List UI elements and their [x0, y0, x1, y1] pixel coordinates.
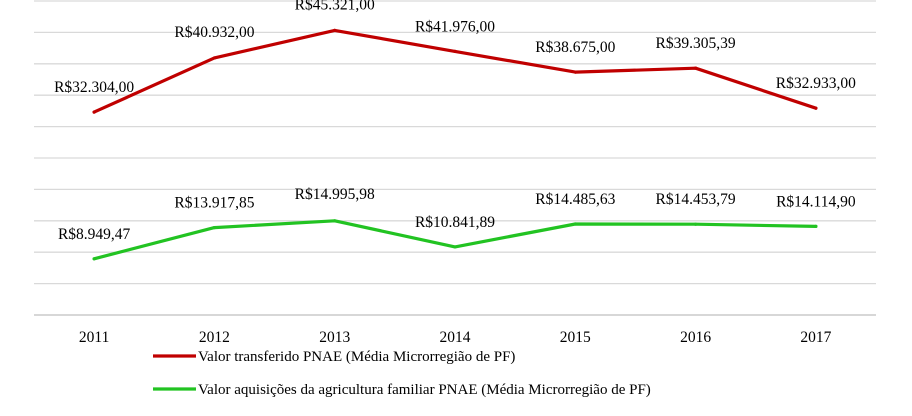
data-label: R$32.933,00 — [776, 75, 856, 92]
data-label: R$45.321,00 — [295, 0, 375, 13]
data-point — [92, 110, 96, 114]
data-label: R$32.304,00 — [54, 79, 134, 96]
legend-label: Valor aquisições da agricultura familiar… — [198, 382, 651, 398]
data-point — [212, 225, 217, 230]
data-point — [814, 224, 818, 228]
data-label: R$40.932,00 — [174, 24, 254, 41]
data-point — [573, 70, 577, 74]
data-label: R$14.485,63 — [535, 191, 615, 208]
x-tick-label: 2015 — [560, 329, 591, 346]
data-label: R$41.976,00 — [415, 18, 495, 35]
series-lines — [92, 28, 818, 261]
x-tick-label: 2012 — [199, 329, 230, 346]
data-label: R$14.453,79 — [656, 191, 736, 208]
data-point — [814, 106, 818, 110]
data-label: R$14.114,90 — [776, 193, 856, 210]
data-label: R$39.305,39 — [656, 35, 736, 52]
x-axis-tick-labels: 2011 2012 2013 2014 2015 2016 2017 — [79, 329, 832, 346]
data-point — [333, 219, 337, 223]
data-point — [453, 245, 457, 249]
legend-label: Valor transferido PNAE (Média Microrregi… — [198, 349, 515, 365]
data-point — [573, 222, 577, 226]
data-label: R$14.995,98 — [295, 186, 375, 203]
data-point — [333, 28, 337, 32]
gridlines — [34, 0, 876, 316]
x-tick-label: 2013 — [319, 329, 350, 346]
x-tick-label: 2011 — [79, 329, 109, 346]
data-point — [212, 56, 217, 60]
data-label: R$13.917,85 — [174, 195, 254, 212]
data-labels: R$32.304,00 R$40.932,00 R$45.321,00 R$41.97… — [54, 0, 856, 243]
x-tick-label: 2014 — [440, 329, 471, 346]
data-point — [92, 257, 96, 261]
x-tick-label: 2016 — [680, 329, 711, 346]
data-label: R$38.675,00 — [535, 39, 615, 56]
data-point — [453, 49, 457, 53]
data-point — [693, 66, 698, 70]
data-label: R$10.841,89 — [415, 214, 495, 231]
legend: Valor transferido PNAE (Média Microrregi… — [153, 349, 651, 398]
data-point — [693, 222, 698, 226]
x-tick-label: 2017 — [800, 329, 831, 346]
data-label: R$8.949,47 — [58, 226, 131, 243]
